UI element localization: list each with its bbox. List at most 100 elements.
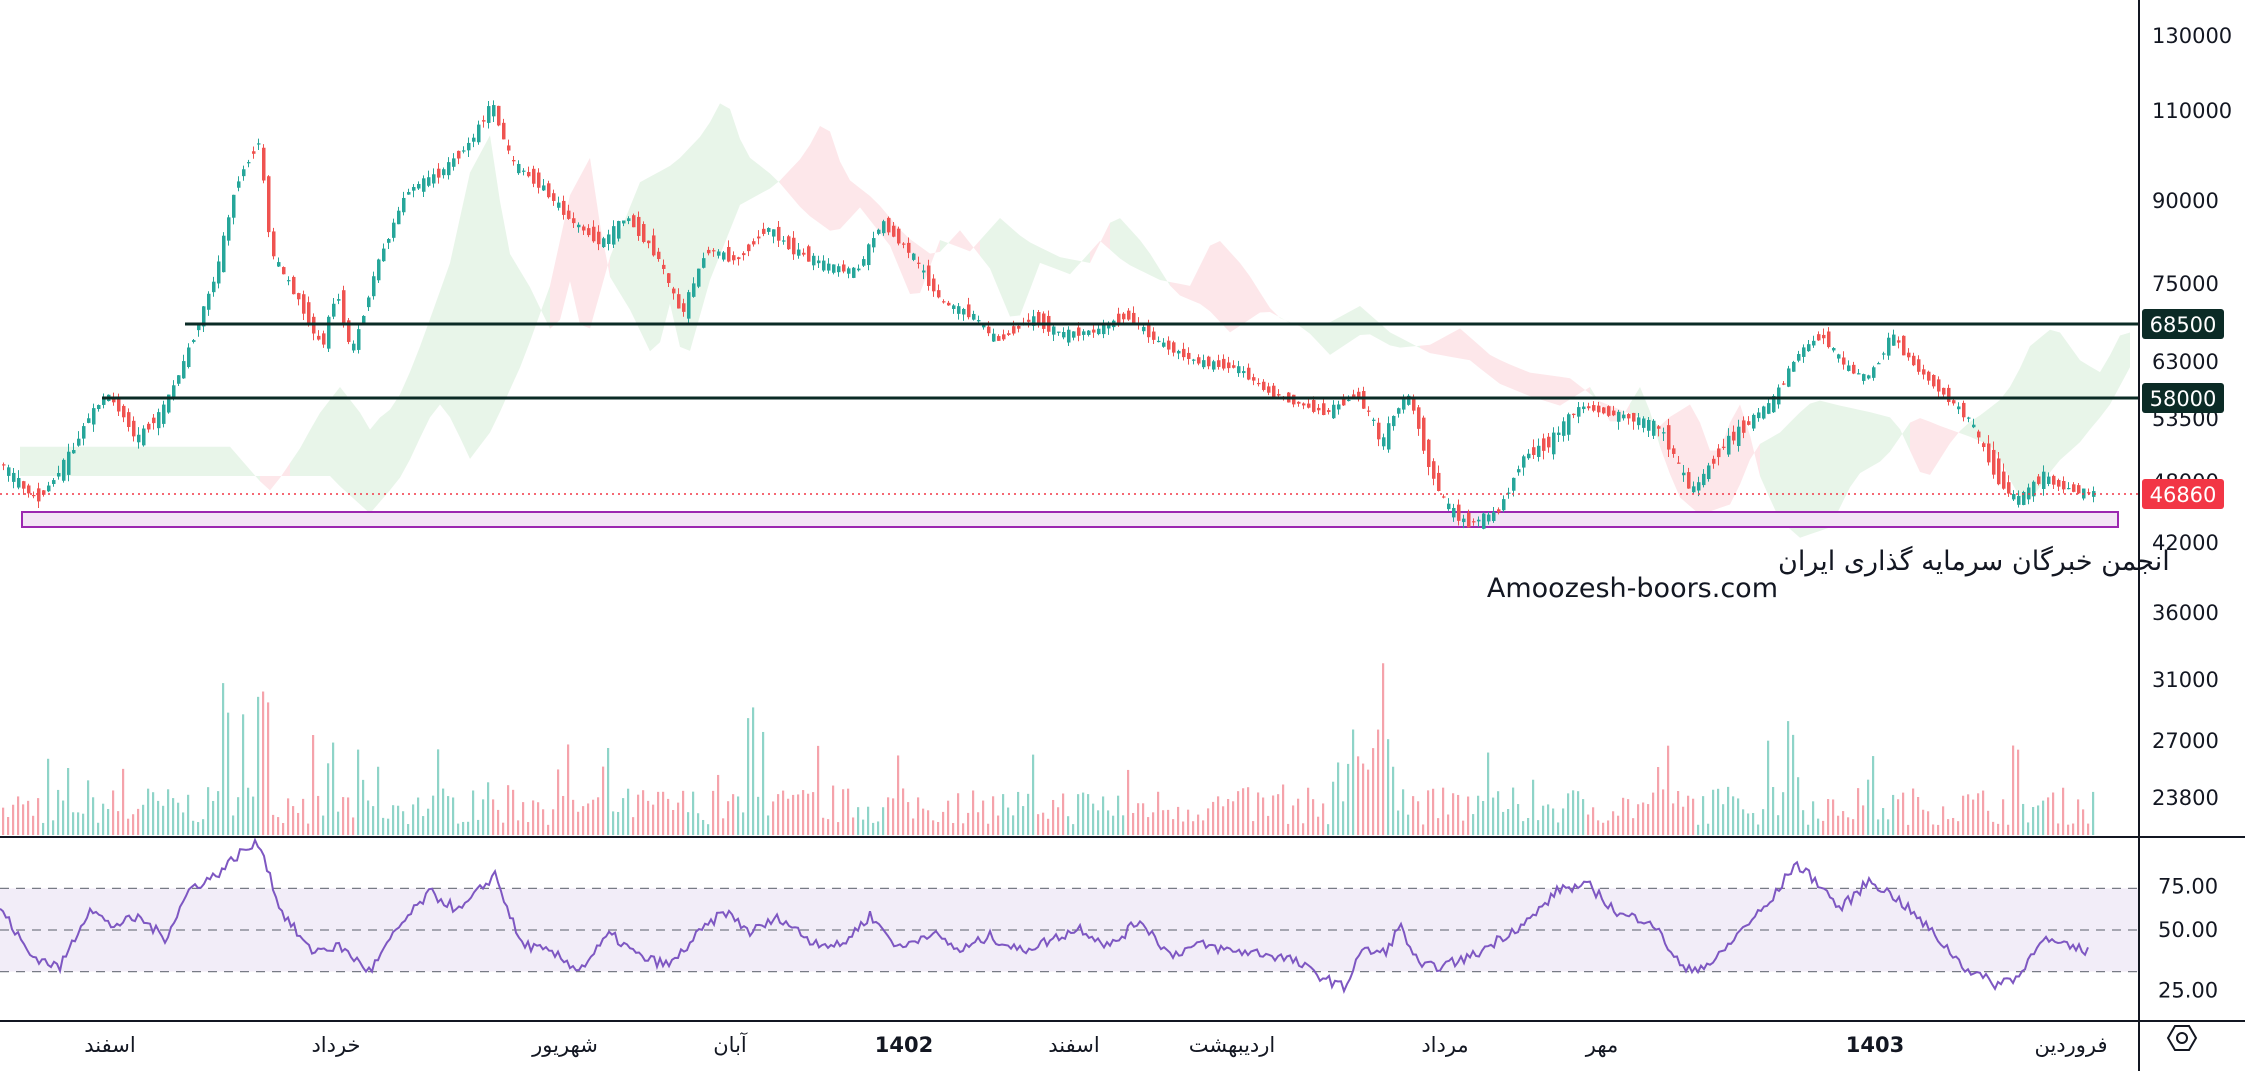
candle-body (577, 224, 581, 228)
cloud-segment (910, 239, 920, 295)
price-axis[interactable]: 1300001100009000075000630005350048000420… (2152, 24, 2232, 810)
level-tag-bg (2142, 383, 2224, 413)
volume-bar (1087, 794, 1090, 835)
candle-body (1217, 360, 1221, 367)
volume-bar (1032, 754, 1035, 835)
volume-bar (187, 794, 190, 835)
cloud-segment (130, 446, 140, 476)
volume-bar (1382, 663, 1385, 835)
volume-bar (1397, 810, 1400, 835)
volume-bar (982, 800, 985, 835)
candle-body (1417, 407, 1421, 429)
volume-bar (1712, 789, 1715, 835)
cloud-segment (1480, 346, 1490, 377)
cloud-segment (1110, 218, 1120, 259)
candle-body (662, 264, 666, 269)
candle-body (1302, 403, 1306, 406)
candle-body (1897, 340, 1901, 343)
volume-bar (1547, 804, 1550, 835)
candle-body (482, 120, 486, 122)
candle-body (1872, 367, 1876, 378)
cloud-segment (770, 173, 780, 189)
support-zone[interactable] (21, 511, 2119, 528)
candle-body (1377, 422, 1381, 440)
candle-body (937, 290, 941, 298)
volume-bar (132, 814, 135, 835)
candle-body (532, 168, 536, 184)
rsi-axis[interactable]: 75.00 50.00 25.00 (2158, 874, 2218, 1002)
candle-body (842, 264, 846, 272)
cloud-segment (1410, 342, 1420, 348)
rsi-panel (0, 837, 2140, 994)
candle-body (1957, 406, 1961, 410)
cloud-segment (1920, 418, 1930, 475)
cloud-segment (2110, 335, 2120, 405)
volume-bar (992, 796, 995, 835)
volume-bar (1812, 801, 1815, 835)
candle-body (1187, 352, 1191, 359)
volume-bar (607, 747, 610, 835)
volume-bar (1792, 734, 1795, 835)
candle-body (1272, 385, 1276, 397)
cloud-segment (1340, 311, 1350, 349)
volume-bar (807, 793, 810, 835)
candle-body (1027, 319, 1031, 322)
time-axis[interactable]: اسفند خرداد شهریور آبان 1402 اسفند اردیبهشت مرد… (84, 1032, 2107, 1057)
candle-body (932, 278, 936, 292)
candle-body (1702, 473, 1706, 486)
cloud-segment (1180, 283, 1190, 300)
volume-bar (1037, 814, 1040, 835)
candle-body (1667, 425, 1671, 450)
candle-body (317, 335, 321, 340)
volume-bar (342, 797, 345, 835)
cloud-segment (50, 446, 60, 476)
volume-bar (317, 795, 320, 835)
candle-body (77, 438, 81, 446)
candle-body (277, 262, 281, 267)
volume-bar (562, 795, 565, 835)
volume-bar (347, 797, 350, 835)
candle-body (622, 220, 626, 224)
cloud-segment (1840, 405, 1850, 508)
price-tags: 68500 58000 46860 (2142, 309, 2224, 509)
volume-bar (397, 805, 400, 835)
volume-bar (1577, 791, 1580, 835)
candle-body (1222, 358, 1226, 369)
candle-body (552, 193, 556, 201)
cloud-segment (1870, 412, 1880, 468)
volume-bar (297, 812, 300, 835)
volume-bar (1882, 808, 1885, 835)
volume-bar (97, 822, 100, 835)
volume-bar (582, 806, 585, 835)
volume-bar (1462, 820, 1465, 835)
volume-bar (1257, 792, 1260, 835)
volume-bar (1627, 799, 1630, 835)
cloud-segment (2000, 386, 2010, 480)
volume-bar (2017, 749, 2020, 835)
settings-icon[interactable] (2166, 1025, 2198, 1051)
horizontal-levels[interactable] (0, 322, 2140, 495)
volume-bar (312, 735, 315, 835)
candle-body (1142, 326, 1146, 332)
volume-bar (2022, 803, 2025, 835)
cloud-segment (1860, 409, 1870, 474)
volume-bar (1472, 814, 1475, 835)
candle-body (1102, 325, 1106, 335)
candle-body (402, 197, 406, 213)
volume-bar (747, 718, 750, 835)
cloud-segment (570, 176, 580, 325)
volume-bar (462, 821, 465, 835)
cloud-segment (850, 180, 860, 219)
time-tick-label: اردیبهشت (1189, 1033, 1276, 1057)
volume-bar (1602, 822, 1605, 835)
volume-bar (1357, 756, 1360, 835)
volume-bar (867, 806, 870, 835)
volume-bar (1117, 795, 1120, 835)
volume-bar (1067, 816, 1070, 835)
candle-body (2012, 494, 2016, 500)
candle-body (1582, 406, 1586, 410)
volume-bar (1147, 817, 1150, 835)
candle-body (197, 325, 201, 331)
candle-body (1972, 424, 1976, 428)
volume-bar (222, 683, 225, 835)
